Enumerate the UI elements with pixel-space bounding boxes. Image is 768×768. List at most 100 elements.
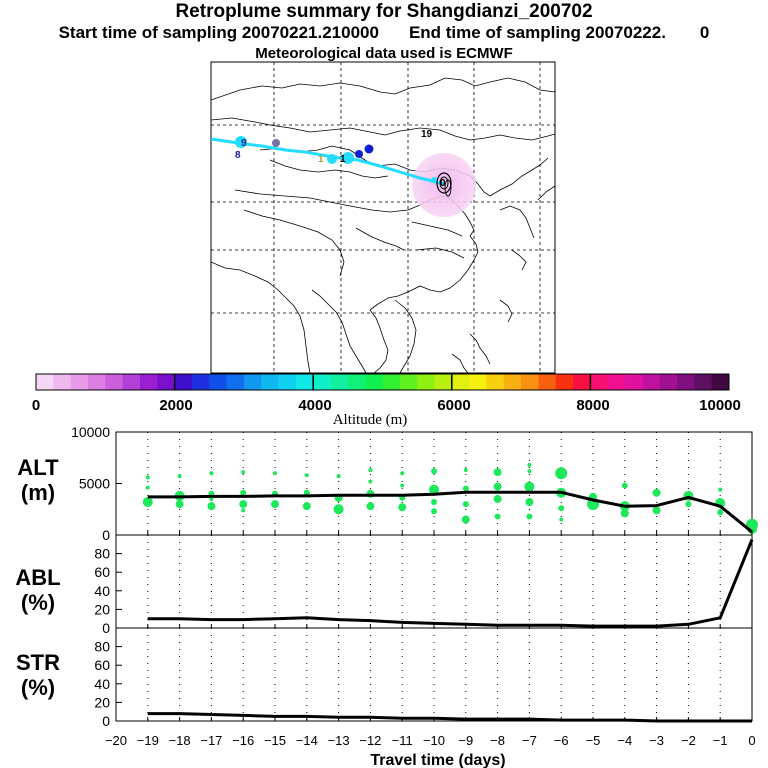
scatter-point bbox=[209, 471, 214, 476]
series-line bbox=[147, 490, 753, 534]
scatter-point bbox=[525, 498, 534, 507]
colorbar-swatch bbox=[521, 374, 539, 390]
scatter-point bbox=[461, 515, 470, 524]
scatter-point bbox=[177, 474, 182, 479]
colorbar-swatch bbox=[105, 374, 124, 390]
scatter-point bbox=[462, 485, 469, 492]
scatter-point bbox=[366, 502, 375, 511]
release-contour-tail bbox=[444, 179, 452, 197]
colorbar-swatch bbox=[469, 374, 487, 390]
scatter-point bbox=[303, 489, 310, 496]
y-tick-label: 0 bbox=[102, 527, 110, 543]
scatter-point bbox=[559, 517, 564, 522]
colorbar-swatch bbox=[538, 374, 557, 390]
colorbar-swatch bbox=[70, 374, 89, 390]
map-day-label: 1 bbox=[340, 154, 346, 165]
scatter-point bbox=[240, 489, 247, 496]
colorbar-tick-label: 0 bbox=[32, 397, 40, 414]
scatter-point bbox=[145, 485, 150, 490]
scatter-point bbox=[398, 503, 407, 512]
scatter-point bbox=[652, 506, 661, 515]
plume-area bbox=[412, 153, 476, 217]
colorbar-swatch bbox=[555, 374, 574, 390]
cluster-marker bbox=[235, 136, 247, 148]
series-line bbox=[147, 712, 752, 723]
x-tick-label: −6 bbox=[554, 733, 569, 748]
colorbar-tick-label: 10000 bbox=[699, 397, 741, 414]
colorbar-tick-label: 4000 bbox=[298, 397, 331, 414]
map-day-label: 8 bbox=[235, 150, 241, 161]
x-tick-label: −2 bbox=[681, 733, 696, 748]
scatter-point bbox=[493, 482, 502, 491]
alt-panel-frame bbox=[115, 431, 753, 536]
scatter-point bbox=[209, 496, 214, 501]
colorbar-swatch bbox=[607, 374, 626, 390]
cluster-marker bbox=[272, 139, 280, 147]
scatter-point bbox=[429, 484, 439, 495]
x-tick-label: 0 bbox=[748, 733, 755, 748]
scatter-point bbox=[462, 501, 469, 508]
map-frame bbox=[210, 61, 556, 374]
scatter-point bbox=[142, 497, 153, 508]
map-day-label: 9 bbox=[241, 138, 247, 149]
x-tick-label: −4 bbox=[617, 733, 632, 748]
x-tick-label: −17 bbox=[200, 733, 222, 748]
colorbar-swatch bbox=[313, 374, 331, 390]
y-tick-label: 5000 bbox=[79, 476, 110, 492]
scatter-point bbox=[494, 513, 501, 520]
scatter-point bbox=[273, 471, 277, 476]
map-day-label: 0 bbox=[440, 178, 446, 189]
colorbar-swatch bbox=[573, 374, 591, 390]
colorbar-swatch bbox=[642, 374, 661, 390]
scatter-point bbox=[558, 505, 565, 512]
scatter-point bbox=[241, 508, 246, 513]
scatter-point bbox=[555, 467, 568, 480]
colorbar-frame bbox=[35, 373, 730, 391]
cluster-marker bbox=[431, 177, 437, 183]
x-tick-label: −3 bbox=[649, 733, 664, 748]
scatter-point bbox=[175, 500, 184, 509]
series-line bbox=[147, 539, 754, 628]
x-tick-label: −9 bbox=[458, 733, 473, 748]
scatter-point bbox=[400, 483, 405, 488]
release-contour-inner bbox=[439, 176, 449, 190]
colorbar-tick-label: 8000 bbox=[576, 397, 609, 414]
x-tick-label: −13 bbox=[328, 733, 350, 748]
scatter-point bbox=[207, 502, 216, 511]
scatter-point bbox=[718, 487, 723, 492]
str-panel-unit: (%) bbox=[21, 675, 55, 700]
y-tick-label: 80 bbox=[94, 546, 110, 562]
scatter-point bbox=[336, 474, 341, 479]
y-tick-label: 20 bbox=[94, 694, 110, 710]
colorbar-swatch bbox=[486, 374, 505, 390]
x-tick-label: −10 bbox=[423, 733, 445, 748]
scatter-point bbox=[400, 471, 405, 476]
end-time-suffix: 0 bbox=[699, 23, 710, 42]
str-panel-frame bbox=[115, 627, 753, 722]
colorbar-swatch bbox=[191, 374, 210, 390]
altitude-colorbar bbox=[35, 373, 730, 391]
scatter-point bbox=[145, 475, 150, 480]
y-tick-label: 60 bbox=[94, 657, 110, 673]
colorbar-swatch bbox=[503, 374, 522, 390]
colorbar-swatch bbox=[226, 374, 245, 390]
x-tick-label: −18 bbox=[169, 733, 191, 748]
colorbar-tick-label: 2000 bbox=[159, 397, 192, 414]
colorbar-swatch bbox=[625, 374, 643, 390]
colorbar-swatch bbox=[278, 374, 297, 390]
colorbar-swatch bbox=[659, 374, 678, 390]
x-tick-label: −7 bbox=[522, 733, 537, 748]
colorbar-swatch bbox=[295, 374, 314, 390]
colorbar-swatch bbox=[417, 374, 435, 390]
y-tick-label: 20 bbox=[94, 601, 110, 617]
chart-title: Retroplume summary for Shangdianzi_20070… bbox=[175, 1, 593, 22]
scatter-point bbox=[526, 513, 533, 520]
scatter-point bbox=[493, 494, 502, 503]
x-tick-label: −1 bbox=[713, 733, 728, 748]
x-tick-label: −12 bbox=[359, 733, 381, 748]
scatter-point bbox=[271, 500, 279, 509]
scatter-point bbox=[685, 501, 692, 508]
colorbar-swatch bbox=[36, 374, 54, 390]
y-tick-label: 0 bbox=[102, 620, 110, 636]
